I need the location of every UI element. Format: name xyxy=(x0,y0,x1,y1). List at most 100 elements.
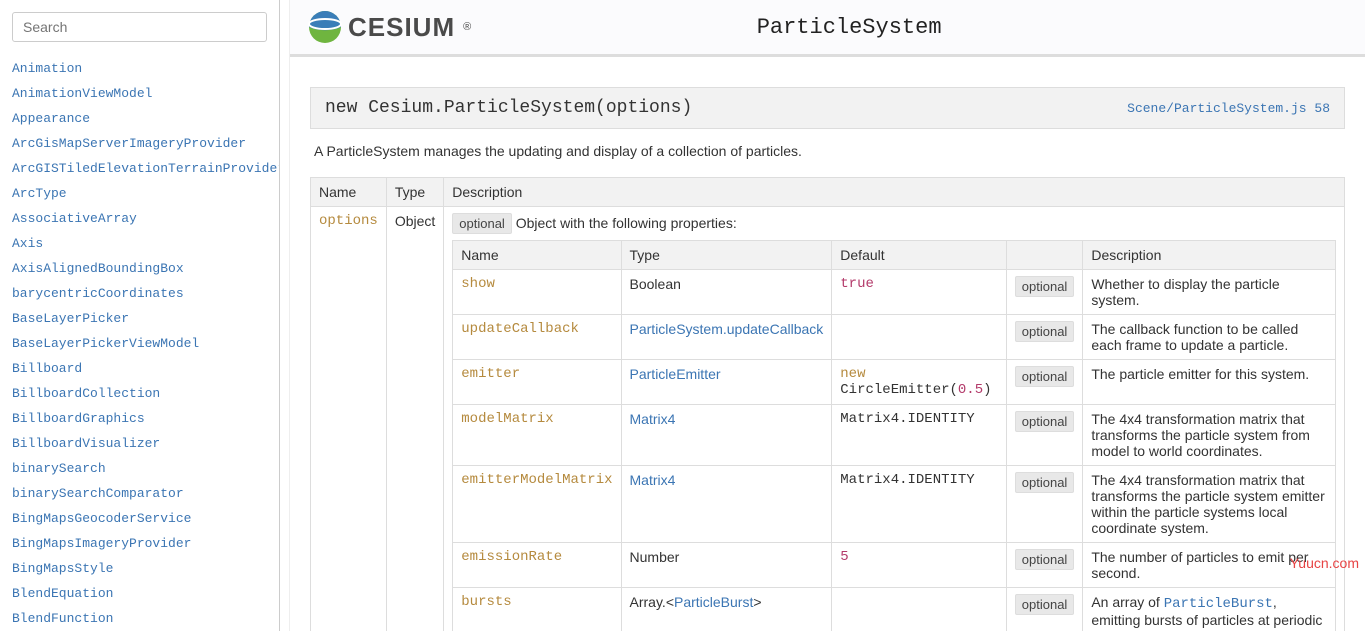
property-row: updateCallbackParticleSystem.updateCallb… xyxy=(453,315,1336,360)
sidebar-item[interactable]: AxisAlignedBoundingBox xyxy=(12,256,267,281)
prop-description: The 4x4 transformation matrix that trans… xyxy=(1083,466,1336,543)
params-table: Name Type Description options Object opt… xyxy=(310,177,1345,631)
sidebar-item[interactable]: BlendFunction xyxy=(12,606,267,631)
prop-optional: optional xyxy=(1006,405,1083,466)
content: new Cesium.ParticleSystem(options) Scene… xyxy=(290,57,1365,631)
prop-optional: optional xyxy=(1006,315,1083,360)
properties-header-row: Name Type Default Description xyxy=(453,241,1336,270)
th-prop-desc: Description xyxy=(1083,241,1336,270)
prop-optional: optional xyxy=(1006,360,1083,405)
th-prop-name: Name xyxy=(453,241,621,270)
prop-type: Matrix4 xyxy=(621,405,832,466)
properties-table: Name Type Default Description showBoolea… xyxy=(452,240,1336,631)
type-link[interactable]: ParticleSystem.updateCallback xyxy=(630,321,824,337)
prop-type: Array.<ParticleBurst> xyxy=(621,588,832,631)
desc-link[interactable]: ParticleBurst xyxy=(1164,596,1273,612)
optional-tag: optional xyxy=(1015,366,1075,387)
prop-name: emitterModelMatrix xyxy=(453,466,621,543)
sidebar-item[interactable]: BillboardVisualizer xyxy=(12,431,267,456)
prop-default: 5 xyxy=(832,543,1007,588)
prop-name: emitter xyxy=(453,360,621,405)
search-input[interactable] xyxy=(12,12,267,42)
sidebar-item[interactable]: ArcGISTiledElevationTerrainProvider xyxy=(12,156,267,181)
prop-default: Matrix4.IDENTITY xyxy=(832,405,1007,466)
logo-text: CESIUM xyxy=(348,12,455,43)
sidebar-item[interactable]: ArcGisMapServerImageryProvider xyxy=(12,131,267,156)
property-row: emissionRateNumber5 optional The number of… xyxy=(453,543,1336,588)
prop-name: modelMatrix xyxy=(453,405,621,466)
main: CESIUM® ParticleSystem new Cesium.Partic… xyxy=(290,0,1365,631)
property-row: burstsArray.<ParticleBurst> optional An ar… xyxy=(453,588,1336,631)
prop-type: Boolean xyxy=(621,270,832,315)
prop-default xyxy=(832,588,1007,631)
optional-tag: optional xyxy=(1015,321,1075,342)
nav-list: AnimationAnimationViewModelAppearanceArc… xyxy=(12,56,267,631)
prop-optional: optional xyxy=(1006,270,1083,315)
sidebar-item[interactable]: Axis xyxy=(12,231,267,256)
prop-default: new CircleEmitter(0.5) xyxy=(832,360,1007,405)
optional-tag: optional xyxy=(1015,549,1075,570)
prop-description: The particle emitter for this system. xyxy=(1083,360,1336,405)
params-row: options Object optional Object with the … xyxy=(311,207,1345,631)
sidebar-item[interactable]: Billboard xyxy=(12,356,267,381)
property-row: emitter ParticleEmitter new CircleEmitter(… xyxy=(453,360,1336,405)
th-name: Name xyxy=(311,178,387,207)
sidebar-item[interactable]: binarySearch xyxy=(12,456,267,481)
sidebar-resizer[interactable] xyxy=(280,0,290,631)
param-type: Object xyxy=(386,207,443,631)
prop-type: Matrix4 xyxy=(621,466,832,543)
th-prop-type: Type xyxy=(621,241,832,270)
sidebar-item[interactable]: barycentricCoordinates xyxy=(12,281,267,306)
sidebar-item[interactable]: binarySearchComparator xyxy=(12,481,267,506)
param-name: options xyxy=(311,207,387,631)
property-row: modelMatrix Matrix4 Matrix4.IDENTITYoption… xyxy=(453,405,1336,466)
type-link[interactable]: ParticleBurst xyxy=(674,594,753,610)
prop-description: The number of particles to emit per seco… xyxy=(1083,543,1336,588)
logo[interactable]: CESIUM® xyxy=(308,10,471,44)
sidebar-item[interactable]: BingMapsImageryProvider xyxy=(12,531,267,556)
prop-type: Number xyxy=(621,543,832,588)
prop-default xyxy=(832,315,1007,360)
th-type: Type xyxy=(386,178,443,207)
th-prop-opt xyxy=(1006,241,1083,270)
sidebar-item[interactable]: BillboardGraphics xyxy=(12,406,267,431)
prop-description: Whether to display the particle system. xyxy=(1083,270,1336,315)
sidebar-item[interactable]: ArcType xyxy=(12,181,267,206)
signature-block: new Cesium.ParticleSystem(options) Scene… xyxy=(310,87,1345,129)
sidebar-item[interactable]: BingMapsStyle xyxy=(12,556,267,581)
prop-optional: optional xyxy=(1006,543,1083,588)
params-header-row: Name Type Description xyxy=(311,178,1345,207)
type-link[interactable]: Matrix4 xyxy=(630,411,676,427)
sidebar-item[interactable]: BlendEquation xyxy=(12,581,267,606)
prop-name: bursts xyxy=(453,588,621,631)
sidebar-item[interactable]: BaseLayerPicker xyxy=(12,306,267,331)
type-link[interactable]: ParticleEmitter xyxy=(630,366,721,382)
sidebar-item[interactable]: AssociativeArray xyxy=(12,206,267,231)
prop-optional: optional xyxy=(1006,466,1083,543)
optional-tag: optional xyxy=(1015,276,1075,297)
class-description: A ParticleSystem manages the updating an… xyxy=(314,143,1341,159)
signature-text: new Cesium.ParticleSystem(options) xyxy=(325,98,692,118)
prop-type: ParticleEmitter xyxy=(621,360,832,405)
prop-description: The 4x4 transformation matrix that trans… xyxy=(1083,405,1336,466)
prop-optional: optional xyxy=(1006,588,1083,631)
sidebar-item[interactable]: AnimationViewModel xyxy=(12,81,267,106)
optional-tag: optional xyxy=(1015,594,1075,615)
prop-default: true xyxy=(832,270,1007,315)
sidebar-item[interactable]: BaseLayerPickerViewModel xyxy=(12,331,267,356)
th-prop-default: Default xyxy=(832,241,1007,270)
page-title: ParticleSystem xyxy=(757,15,1062,40)
sidebar-item[interactable]: Animation xyxy=(12,56,267,81)
property-row: emitterModelMatrixMatrix4Matrix4.IDENTIT… xyxy=(453,466,1336,543)
sidebar-item[interactable]: BingMapsGeocoderService xyxy=(12,506,267,531)
sidebar-item[interactable]: Appearance xyxy=(12,106,267,131)
prop-name: show xyxy=(453,270,621,315)
optional-tag: optional xyxy=(1015,472,1075,493)
prop-description: An array of ParticleBurst, emitting burs… xyxy=(1083,588,1336,631)
source-link[interactable]: Scene/ParticleSystem.js 58 xyxy=(1127,101,1330,116)
sidebar-item[interactable]: BillboardCollection xyxy=(12,381,267,406)
type-link[interactable]: Matrix4 xyxy=(630,472,676,488)
param-desc-text: Object with the following properties: xyxy=(516,215,737,231)
th-desc: Description xyxy=(444,178,1345,207)
prop-name: emissionRate xyxy=(453,543,621,588)
